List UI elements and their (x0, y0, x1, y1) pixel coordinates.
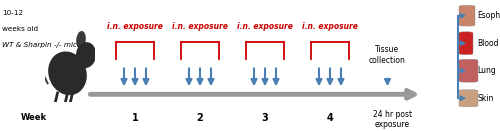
Text: Blood: Blood (478, 39, 499, 48)
Text: i.n. exposure: i.n. exposure (302, 22, 358, 31)
Text: WT & Sharpin -/- mice: WT & Sharpin -/- mice (2, 42, 82, 48)
Text: i.n. exposure: i.n. exposure (237, 22, 293, 31)
FancyBboxPatch shape (459, 5, 475, 26)
Text: 10-12: 10-12 (2, 10, 24, 16)
Text: Week: Week (21, 113, 47, 122)
Text: 3: 3 (262, 113, 268, 123)
FancyBboxPatch shape (459, 32, 473, 55)
Text: 24 hr post
exposure: 24 hr post exposure (373, 110, 412, 129)
Text: Tissue
collection: Tissue collection (369, 45, 406, 65)
Text: 1: 1 (132, 113, 138, 123)
Text: Skin: Skin (478, 94, 494, 103)
Text: 2: 2 (196, 113, 203, 123)
Text: weeks old: weeks old (2, 26, 38, 32)
Text: 4: 4 (326, 113, 334, 123)
Text: Lung: Lung (478, 66, 496, 75)
Text: i.n. exposure: i.n. exposure (172, 22, 228, 31)
Text: i.n. exposure: i.n. exposure (107, 22, 163, 31)
FancyBboxPatch shape (459, 90, 478, 107)
Text: Esophagus: Esophagus (478, 11, 500, 20)
FancyBboxPatch shape (459, 59, 478, 82)
